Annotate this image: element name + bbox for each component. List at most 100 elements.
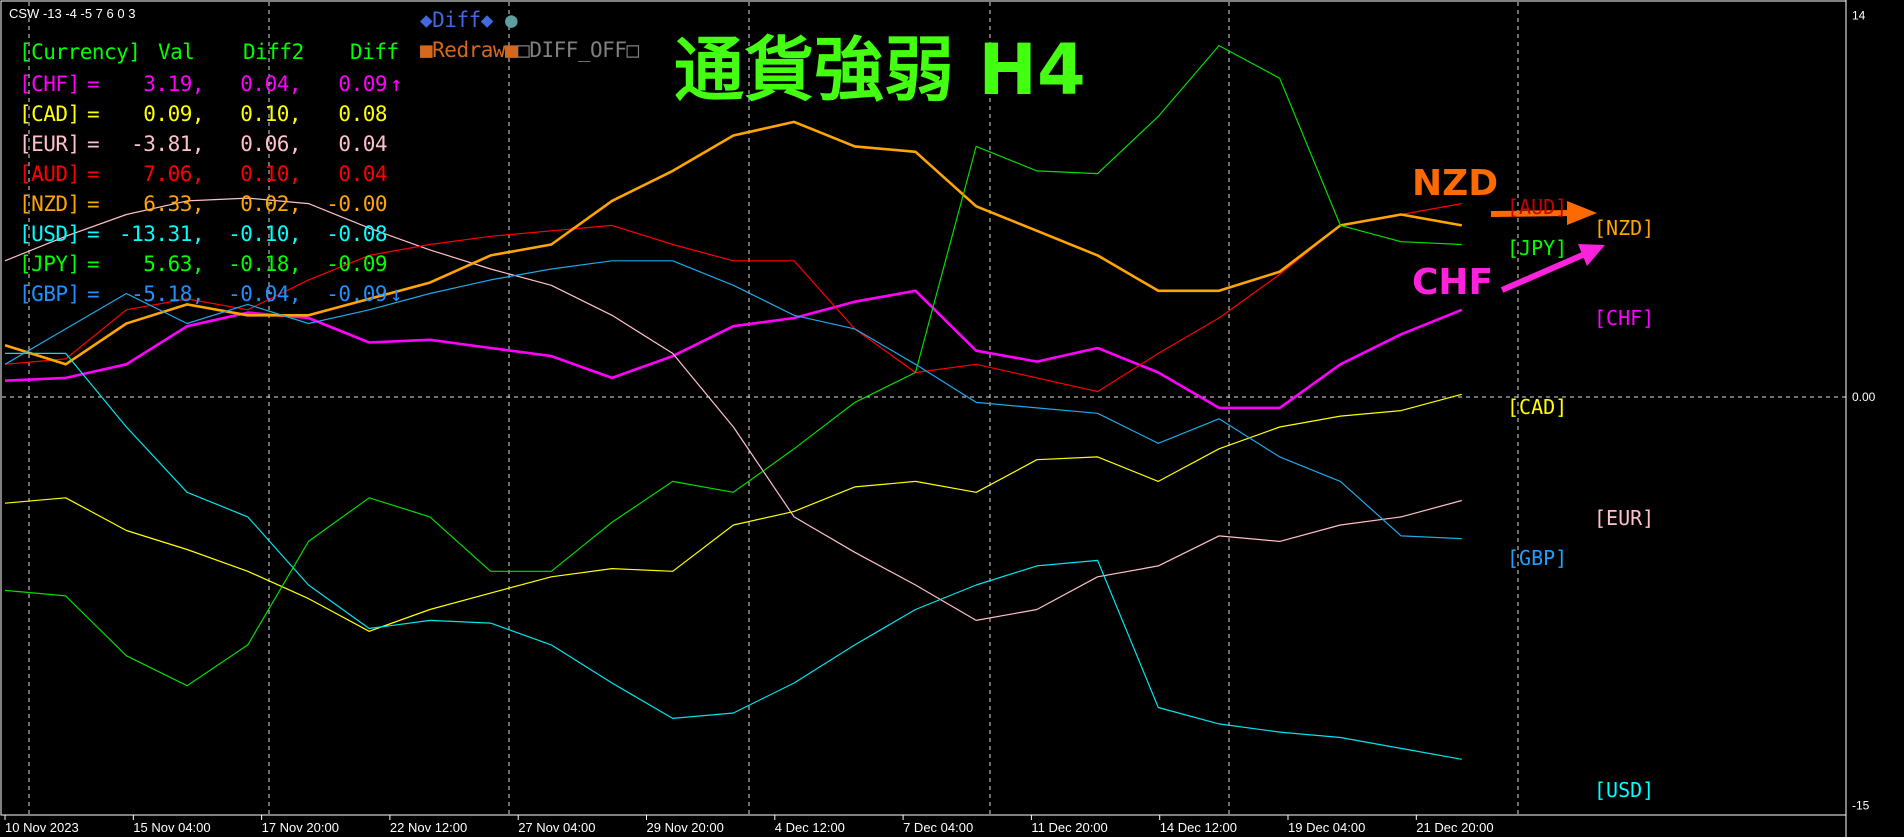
row-currency: [GBP] (19, 282, 80, 306)
row-diff: -0.09 (326, 282, 387, 306)
row-diff: -0.08 (326, 222, 387, 246)
checkbox-icon: □ (626, 38, 639, 62)
row-val: 5.63, (143, 252, 204, 276)
row-equals: = (87, 192, 100, 216)
series-nzd (4, 120, 1463, 366)
row-val: -3.81, (131, 132, 204, 156)
row-currency: [CHF] (19, 72, 80, 96)
end-label: [USD] (1594, 778, 1655, 802)
row-val: 7.06, (143, 162, 204, 186)
row-currency: [JPY] (19, 252, 80, 276)
row-equals: = (87, 132, 100, 156)
series-gbp (4, 260, 1462, 540)
row-diff2: -0.18, (228, 252, 301, 276)
grid (2, 2, 1846, 815)
series-lines (4, 44, 1463, 760)
row-diff: 0.08 (338, 102, 387, 126)
row-diff2: -0.10, (228, 222, 301, 246)
row-currency: [EUR] (19, 132, 80, 156)
row-diff2: 0.04, (240, 72, 301, 96)
diamond-icon: ◆ (480, 8, 494, 32)
nzd-annotation: NZD (1412, 163, 1499, 204)
end-label: [CHF] (1594, 306, 1655, 330)
row-equals: = (87, 162, 100, 186)
redraw-button[interactable]: Redraw (432, 38, 506, 62)
end-label: [JPY] (1507, 236, 1568, 260)
header-diff: Diff (350, 40, 399, 64)
diamond-icon: ◆ (420, 8, 433, 32)
square-icon: ■ (505, 38, 518, 62)
row-diff2: 0.06, (240, 132, 301, 156)
x-tick-label: 15 Nov 04:00 (133, 820, 210, 835)
end-label: [CAD] (1507, 395, 1568, 419)
row-currency: [USD] (19, 222, 80, 246)
chf-arrow-icon (1500, 251, 1587, 293)
y-tick-label: -15 (1852, 799, 1870, 813)
row-diff: -0.00 (326, 192, 387, 216)
diff-off-button[interactable]: DIFF_OFF (529, 38, 627, 62)
series-jpy (4, 44, 1462, 687)
row-diff: -0.09 (326, 252, 387, 276)
diff-label: Diff (432, 8, 481, 32)
end-label: [EUR] (1594, 506, 1655, 530)
x-tick-label: 7 Dec 04:00 (903, 820, 973, 835)
nzd-arrow-icon (1490, 210, 1571, 217)
checkbox-icon[interactable]: □ (517, 38, 530, 62)
series-eur (4, 197, 1462, 622)
row-currency: [NZD] (19, 192, 80, 216)
series-chf (4, 289, 1463, 410)
row-trend-arrow-icon: ↓ (390, 282, 403, 306)
row-equals: = (87, 222, 100, 246)
indicator-name: CSW -13 -4 -5 7 6 0 3 (9, 6, 136, 21)
end-label: [NZD] (1594, 216, 1655, 240)
x-tick-label: 11 Dec 20:00 (1031, 820, 1107, 835)
row-diff: 0.09 (338, 72, 387, 96)
row-val: -5.18, (131, 282, 204, 306)
x-tick-label: 4 Dec 12:00 (775, 820, 845, 835)
row-diff: 0.04 (338, 132, 387, 156)
circle-icon[interactable]: ● (505, 8, 518, 32)
row-trend-arrow-icon: ↑ (390, 72, 403, 96)
end-label: [AUD] (1507, 195, 1568, 219)
chf-arrow-head-icon (1578, 244, 1605, 266)
row-val: 0.09, (143, 102, 204, 126)
header-currency: [Currency] (19, 40, 141, 64)
header-diff2: Diff2 (243, 40, 304, 64)
series-usd (5, 352, 1462, 760)
x-tick-label: 14 Dec 12:00 (1160, 820, 1237, 835)
x-tick-label: 29 Nov 20:00 (647, 820, 724, 835)
series-aud (4, 203, 1462, 393)
row-equals: = (87, 252, 100, 276)
row-currency: [CAD] (19, 102, 80, 126)
square-icon: ■ (420, 38, 433, 62)
end-label: [GBP] (1507, 546, 1568, 570)
row-diff2: 0.10, (240, 162, 301, 186)
y-tick-label: 0.00 (1852, 390, 1876, 404)
x-tick-label: 10 Nov 2023 (5, 820, 79, 835)
y-tick-label: 14 (1852, 9, 1866, 23)
x-tick-label: 22 Nov 12:00 (390, 820, 467, 835)
redraw-controls: ■Redraw■□DIFF_OFF□ (420, 38, 639, 62)
chf-annotation: CHF (1412, 262, 1494, 303)
chart-title: 通貨強弱 H4 (674, 29, 1086, 111)
x-tick-label: 17 Nov 20:00 (262, 820, 339, 835)
x-tick-label: 21 Dec 20:00 (1416, 820, 1493, 835)
row-diff: 0.04 (338, 162, 387, 186)
row-val: -13.31, (118, 222, 205, 246)
row-equals: = (87, 72, 100, 96)
row-diff2: 0.10, (240, 102, 301, 126)
row-equals: = (87, 282, 100, 306)
x-tick-label: 19 Dec 04:00 (1288, 820, 1365, 835)
x-tick-label: 27 Nov 04:00 (518, 820, 595, 835)
row-val: 3.19, (143, 72, 204, 96)
series-cad (4, 393, 1462, 632)
diff-toggle[interactable]: ◆Diff◆ ● (420, 8, 518, 32)
nzd-arrow-head-icon (1567, 201, 1597, 225)
row-currency: [AUD] (19, 162, 80, 186)
row-equals: = (87, 102, 100, 126)
row-diff2: 0.02, (240, 192, 301, 216)
row-diff2: -0.04, (228, 282, 301, 306)
